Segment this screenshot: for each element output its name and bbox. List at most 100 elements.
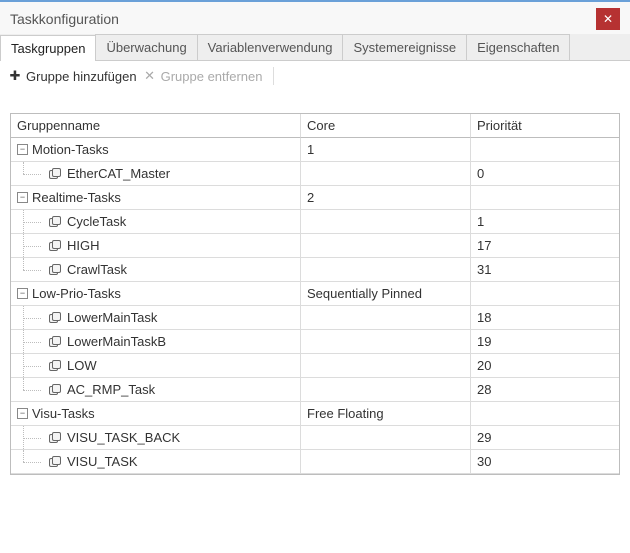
group-priority-cell[interactable] <box>471 138 619 162</box>
task-icon <box>49 336 61 348</box>
task-icon <box>49 360 61 372</box>
collapse-toggle-icon[interactable]: − <box>17 144 28 155</box>
task-priority-cell[interactable]: 29 <box>471 426 619 450</box>
task-core-cell[interactable] <box>301 354 471 378</box>
task-name-label: VISU_TASK <box>67 454 138 469</box>
group-priority-cell[interactable] <box>471 186 619 210</box>
task-row-name[interactable]: VISU_TASK <box>11 450 301 474</box>
task-row-name[interactable]: EtherCAT_Master <box>11 162 301 186</box>
add-group-label: Gruppe hinzufügen <box>26 69 137 84</box>
task-row-name[interactable]: VISU_TASK_BACK <box>11 426 301 450</box>
task-priority-cell[interactable]: 31 <box>471 258 619 282</box>
group-row-name[interactable]: −Motion-Tasks <box>11 138 301 162</box>
collapse-toggle-icon[interactable]: − <box>17 288 28 299</box>
task-name-label: CycleTask <box>67 214 126 229</box>
group-name-label: Low-Prio-Tasks <box>32 286 121 301</box>
task-icon <box>49 264 61 276</box>
task-row-name[interactable]: LOW <box>11 354 301 378</box>
task-config-window: Taskkonfiguration ✕ TaskgruppenÜberwachu… <box>0 0 630 475</box>
task-row-name[interactable]: LowerMainTaskB <box>11 330 301 354</box>
group-core-cell[interactable]: Sequentially Pinned <box>301 282 471 306</box>
task-icon <box>49 168 61 180</box>
task-core-cell[interactable] <box>301 210 471 234</box>
tab-überwachung[interactable]: Überwachung <box>95 34 197 60</box>
group-priority-cell[interactable] <box>471 282 619 306</box>
close-button[interactable]: ✕ <box>596 8 620 30</box>
task-core-cell[interactable] <box>301 306 471 330</box>
task-name-label: LOW <box>67 358 97 373</box>
group-name-label: Motion-Tasks <box>32 142 109 157</box>
task-priority-cell[interactable]: 30 <box>471 450 619 474</box>
task-name-label: LowerMainTask <box>67 310 157 325</box>
col-header-core[interactable]: Core <box>301 114 471 138</box>
group-core-cell[interactable]: 1 <box>301 138 471 162</box>
col-header-name[interactable]: Gruppenname <box>11 114 301 138</box>
task-priority-cell[interactable]: 1 <box>471 210 619 234</box>
tree-connector-icon <box>23 306 45 329</box>
task-name-label: LowerMainTaskB <box>67 334 166 349</box>
add-group-button[interactable]: ✚ Gruppe hinzufügen <box>8 68 137 84</box>
task-core-cell[interactable] <box>301 330 471 354</box>
group-core-cell[interactable]: Free Floating <box>301 402 471 426</box>
title-bar: Taskkonfiguration ✕ <box>0 2 630 34</box>
tree-connector-icon <box>23 378 45 401</box>
task-core-cell[interactable] <box>301 426 471 450</box>
task-core-cell[interactable] <box>301 258 471 282</box>
group-core-cell[interactable]: 2 <box>301 186 471 210</box>
task-row-name[interactable]: CycleTask <box>11 210 301 234</box>
collapse-toggle-icon[interactable]: − <box>17 408 28 419</box>
tab-eigenschaften[interactable]: Eigenschaften <box>466 34 570 60</box>
task-name-label: HIGH <box>67 238 100 253</box>
tree-connector-icon <box>23 234 45 257</box>
tab-taskgruppen[interactable]: Taskgruppen <box>0 35 96 61</box>
task-row-name[interactable]: HIGH <box>11 234 301 258</box>
task-core-cell[interactable] <box>301 162 471 186</box>
tree-connector-icon <box>23 210 45 233</box>
task-priority-cell[interactable]: 20 <box>471 354 619 378</box>
task-name-label: AC_RMP_Task <box>67 382 155 397</box>
tab-strip: TaskgruppenÜberwachungVariablenverwendun… <box>0 34 630 61</box>
task-icon <box>49 384 61 396</box>
task-row-name[interactable]: AC_RMP_Task <box>11 378 301 402</box>
task-priority-cell[interactable]: 18 <box>471 306 619 330</box>
remove-group-button[interactable]: ✕ Gruppe entfernen <box>143 68 263 84</box>
x-icon: ✕ <box>143 68 157 84</box>
task-groups-table: Gruppenname Core Priorität −Motion-Tasks… <box>10 113 620 475</box>
tree-connector-icon <box>23 162 45 185</box>
task-priority-cell[interactable]: 28 <box>471 378 619 402</box>
task-icon <box>49 456 61 468</box>
task-core-cell[interactable] <box>301 234 471 258</box>
task-icon <box>49 240 61 252</box>
tab-systemereignisse[interactable]: Systemereignisse <box>342 34 467 60</box>
group-row-name[interactable]: −Low-Prio-Tasks <box>11 282 301 306</box>
task-priority-cell[interactable]: 19 <box>471 330 619 354</box>
window-title: Taskkonfiguration <box>10 11 119 27</box>
col-header-priority[interactable]: Priorität <box>471 114 619 138</box>
close-icon: ✕ <box>603 13 613 25</box>
task-icon <box>49 432 61 444</box>
task-priority-cell[interactable]: 17 <box>471 234 619 258</box>
task-core-cell[interactable] <box>301 378 471 402</box>
task-core-cell[interactable] <box>301 450 471 474</box>
task-priority-cell[interactable]: 0 <box>471 162 619 186</box>
task-name-label: CrawlTask <box>67 262 127 277</box>
task-icon <box>49 216 61 228</box>
task-row-name[interactable]: CrawlTask <box>11 258 301 282</box>
task-icon <box>49 312 61 324</box>
tree-connector-icon <box>23 330 45 353</box>
tree-connector-icon <box>23 354 45 377</box>
tree-connector-icon <box>23 426 45 449</box>
remove-group-label: Gruppe entfernen <box>161 69 263 84</box>
group-name-label: Realtime-Tasks <box>32 190 121 205</box>
group-row-name[interactable]: −Realtime-Tasks <box>11 186 301 210</box>
tree-connector-icon <box>23 258 45 281</box>
collapse-toggle-icon[interactable]: − <box>17 192 28 203</box>
group-row-name[interactable]: −Visu-Tasks <box>11 402 301 426</box>
plus-icon: ✚ <box>8 68 22 84</box>
tree-connector-icon <box>23 450 45 473</box>
toolbar-separator <box>273 67 274 85</box>
toolbar: ✚ Gruppe hinzufügen ✕ Gruppe entfernen <box>0 61 630 91</box>
tab-variablenverwendung[interactable]: Variablenverwendung <box>197 34 344 60</box>
group-priority-cell[interactable] <box>471 402 619 426</box>
task-row-name[interactable]: LowerMainTask <box>11 306 301 330</box>
